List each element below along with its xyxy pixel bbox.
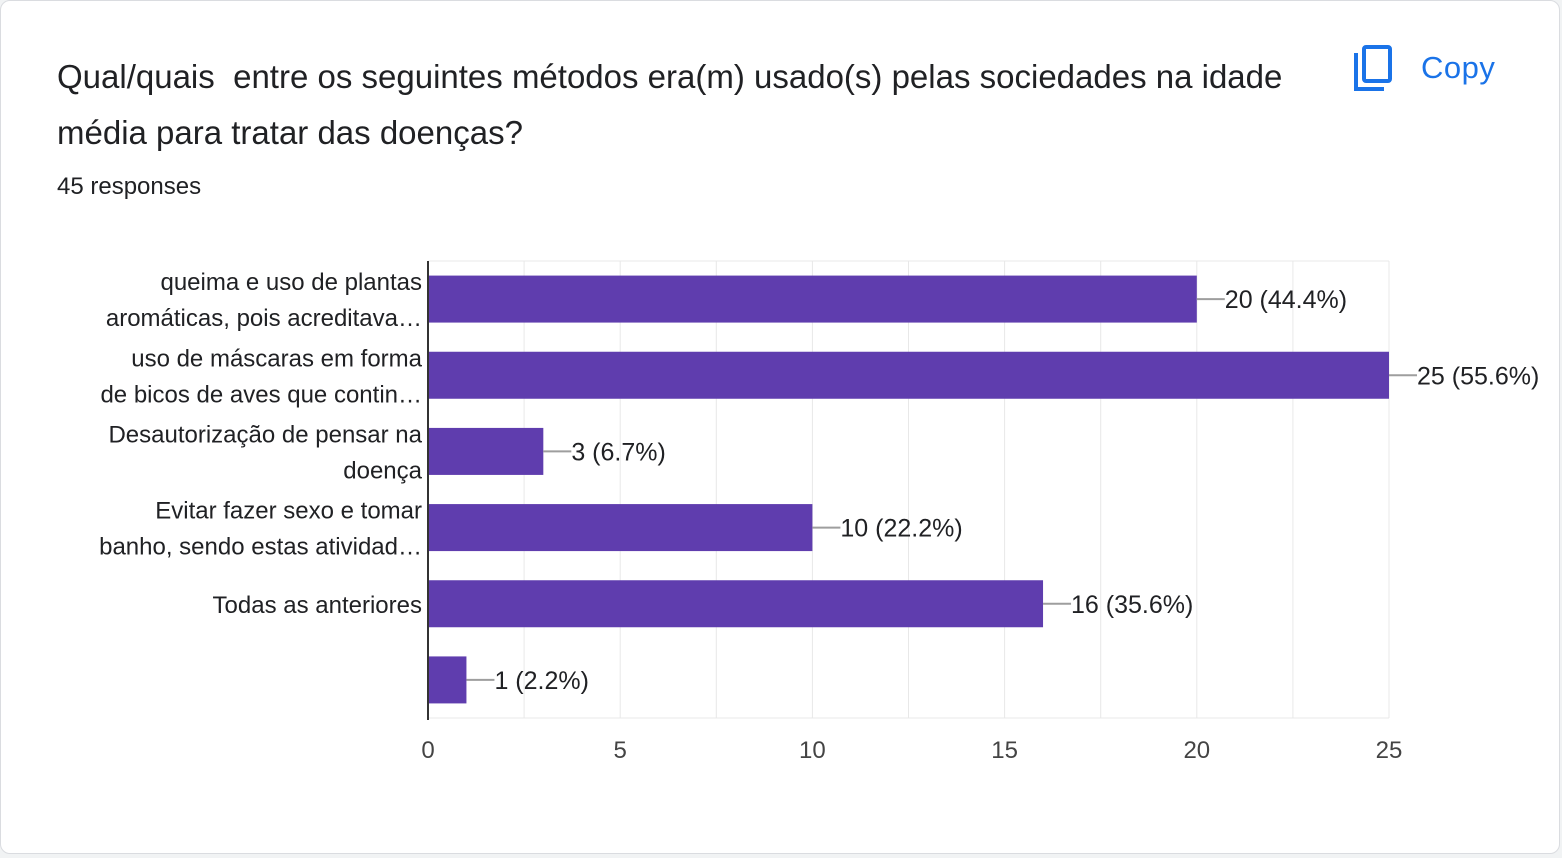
data-label: 16 (35.6%) xyxy=(1071,591,1193,619)
category-label: banho, sendo estas atividad… xyxy=(99,534,422,561)
data-label: 3 (6.7%) xyxy=(571,438,665,466)
copy-button[interactable]: Copy xyxy=(1353,43,1495,93)
x-tick-label: 10 xyxy=(799,737,826,764)
x-tick-label: 15 xyxy=(991,737,1018,764)
question-title: Qual/quais entre os seguintes métodos er… xyxy=(57,58,1292,151)
bar xyxy=(428,275,1197,323)
bar xyxy=(428,427,544,475)
copy-icon xyxy=(1354,45,1392,91)
x-tick-label: 5 xyxy=(614,737,627,764)
data-label: 10 (22.2%) xyxy=(840,515,962,543)
bar xyxy=(428,580,1044,628)
category-label: queima e uso de plantas xyxy=(160,269,422,296)
bar xyxy=(428,351,1389,399)
bar xyxy=(428,656,467,704)
category-label: Desautorização de pensar na xyxy=(108,421,422,448)
category-label: doença xyxy=(343,457,422,484)
data-label: 1 (2.2%) xyxy=(494,667,588,695)
responses-count: 45 responses xyxy=(57,173,202,200)
x-tick-label: 25 xyxy=(1376,737,1403,764)
x-tick-label: 20 xyxy=(1183,737,1210,764)
category-label: de bicos de aves que contin… xyxy=(100,381,422,408)
category-label: Todas as anteriores xyxy=(213,592,422,619)
copy-label: Copy xyxy=(1421,50,1496,85)
category-label: aromáticas, pois acreditava… xyxy=(106,305,422,332)
data-label: 25 (55.6%) xyxy=(1417,362,1539,390)
category-label: uso de máscaras em forma xyxy=(131,345,422,372)
bar xyxy=(428,504,813,552)
x-tick-label: 0 xyxy=(421,737,434,764)
category-label: Evitar fazer sexo e tomar xyxy=(155,498,422,525)
data-label: 20 (44.4%) xyxy=(1225,286,1347,314)
